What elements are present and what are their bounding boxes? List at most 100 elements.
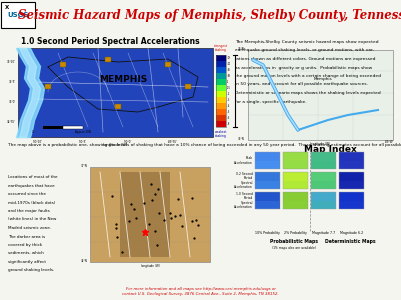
Point	[154, 243, 160, 248]
Point	[177, 213, 183, 218]
Bar	[317, 161, 323, 169]
Point	[179, 223, 186, 228]
Bar	[63, 126, 83, 129]
Text: .1: .1	[227, 80, 229, 84]
Bar	[311, 161, 317, 169]
Text: -89°W: -89°W	[385, 140, 393, 144]
Text: 35°N: 35°N	[238, 137, 245, 141]
Bar	[351, 161, 357, 169]
Text: For more information and all maps see http://www.ceri.memphis.edu/usgs or
contac: For more information and all maps see ht…	[122, 287, 279, 296]
Text: 1.0 Second
Period
Spectral
Acceleration: 1.0 Second Period Spectral Acceleration	[234, 192, 253, 209]
Bar	[43, 126, 83, 129]
Bar	[295, 201, 301, 209]
Text: .2: .2	[227, 92, 229, 96]
Text: iations shown as different colors. Ground motions are expressed: iations shown as different colors. Groun…	[235, 57, 375, 61]
Point	[133, 215, 139, 220]
Bar	[216, 109, 226, 115]
Bar	[115, 104, 121, 109]
Bar	[267, 181, 273, 189]
Point	[152, 192, 158, 197]
Bar	[289, 181, 295, 189]
Bar	[255, 201, 261, 209]
Point	[141, 200, 148, 205]
Text: Locations of most of the: Locations of most of the	[8, 175, 57, 179]
Point	[146, 222, 153, 226]
Bar	[301, 161, 307, 169]
Text: Probabilistic Maps: Probabilistic Maps	[270, 239, 318, 244]
Bar	[283, 172, 308, 189]
Bar	[273, 201, 279, 209]
FancyBboxPatch shape	[1, 2, 35, 28]
Text: USGS: USGS	[8, 12, 29, 18]
Text: and the major faults: and the major faults	[8, 209, 50, 213]
Text: Deterministic or scenario maps shows the shaking levels expected: Deterministic or scenario maps shows the…	[235, 91, 381, 95]
Text: Magnitude 6.2: Magnitude 6.2	[340, 231, 363, 235]
Bar	[216, 85, 226, 91]
Bar	[255, 172, 280, 189]
Text: .04: .04	[227, 62, 231, 66]
Text: -90°10': -90°10'	[33, 140, 43, 144]
Bar	[311, 201, 317, 209]
Bar	[283, 181, 289, 189]
Bar	[185, 84, 191, 89]
Bar	[283, 201, 289, 209]
Text: as accelerations in  gravity or g units.  Probabilistic maps show: as accelerations in gravity or g units. …	[235, 65, 372, 70]
Bar	[357, 201, 363, 209]
Text: -89°55': -89°55'	[168, 140, 178, 144]
Bar	[216, 97, 226, 103]
Text: for a single, specific earthquake.: for a single, specific earthquake.	[235, 100, 307, 104]
Text: longitude (W): longitude (W)	[103, 143, 127, 147]
Bar	[261, 161, 267, 169]
Text: longitude (W): longitude (W)	[141, 264, 160, 268]
Point	[174, 196, 181, 201]
Text: occurred since the: occurred since the	[8, 192, 46, 196]
Text: The darker area is: The darker area is	[8, 235, 45, 239]
Text: earthquake ground shaking levels, or ground motions, with var-: earthquake ground shaking levels, or gro…	[235, 49, 374, 52]
Text: 2% Probability: 2% Probability	[284, 231, 307, 235]
Bar	[283, 152, 308, 169]
Bar	[255, 181, 261, 189]
Text: The map above is a probabilistic one, showing the levels of shaking that have a : The map above is a probabilistic one, sh…	[8, 143, 401, 147]
Text: 10% Probability: 10% Probability	[255, 231, 280, 235]
Text: Approx 20N: Approx 20N	[75, 130, 91, 134]
Text: Seismic Hazard Maps of Memphis, Shelby County, Tennessee: Seismic Hazard Maps of Memphis, Shelby C…	[18, 8, 401, 22]
Bar	[317, 201, 323, 209]
Text: (1% maps also are available): (1% maps also are available)	[272, 246, 316, 250]
Bar	[216, 73, 226, 79]
Text: Map Index: Map Index	[304, 145, 356, 154]
Text: mid-1970s (black dots): mid-1970s (black dots)	[8, 200, 55, 205]
Text: Peak
Acceleration: Peak Acceleration	[234, 156, 253, 165]
Text: in 50 years, and account for all possible earthquake sources.: in 50 years, and account for all possibl…	[235, 82, 368, 86]
Bar	[216, 67, 226, 73]
Bar	[267, 201, 273, 209]
Bar	[345, 181, 351, 189]
Text: strongest
shaking: strongest shaking	[214, 44, 228, 52]
Bar	[261, 181, 267, 189]
Point	[149, 197, 155, 202]
Bar	[329, 161, 335, 169]
Point	[152, 229, 158, 234]
Text: .4: .4	[227, 104, 229, 108]
Bar	[323, 181, 329, 189]
Text: 1.0 Second Period Spectral Accelerations: 1.0 Second Period Spectral Accelerations	[21, 38, 199, 46]
Bar	[311, 192, 336, 209]
Bar	[339, 152, 364, 169]
Text: -90°0': -90°0'	[124, 140, 132, 144]
Text: .02: .02	[227, 56, 231, 60]
Text: MEMPHIS: MEMPHIS	[99, 74, 147, 83]
Bar	[165, 62, 171, 67]
Text: .08: .08	[227, 74, 231, 78]
Text: 35°10': 35°10'	[7, 60, 16, 64]
Text: ground shaking levels.: ground shaking levels.	[8, 268, 54, 272]
Bar	[345, 201, 351, 209]
Text: Deterministic Maps: Deterministic Maps	[325, 239, 375, 244]
Bar	[60, 62, 66, 67]
Bar	[351, 201, 357, 209]
Bar	[295, 181, 301, 189]
Text: Madrid seismic zone.: Madrid seismic zone.	[8, 226, 51, 230]
Point	[109, 194, 115, 199]
Text: 35°5': 35°5'	[9, 80, 16, 84]
Text: .6: .6	[227, 116, 229, 120]
Bar	[301, 181, 307, 189]
Point	[113, 234, 120, 239]
